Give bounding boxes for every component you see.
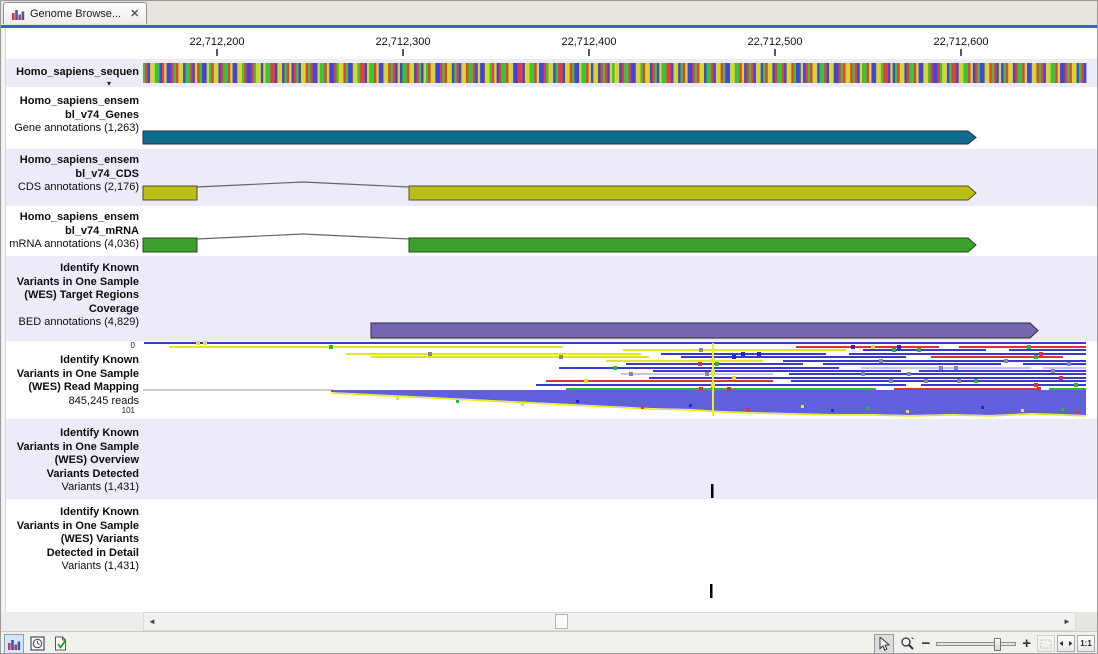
view-element-info-button[interactable] (50, 634, 70, 654)
zoom-slider[interactable] (936, 637, 1017, 651)
horizontal-scrollbar[interactable]: ◄ ► (143, 612, 1076, 631)
track-sublabel: 845,245 reads (68, 394, 139, 407)
dotted-selection-icon (1040, 639, 1052, 648)
svg-text:22,712,400: 22,712,400 (561, 36, 616, 48)
zoom-slider-thumb[interactable] (994, 637, 1002, 651)
scrollbar-left-gap (1, 612, 143, 631)
coverage-scale-min: 101 (121, 406, 135, 415)
track-label-variants-detail[interactable]: Identify Known Variants in One Sample (W… (6, 506, 139, 574)
tab-genome-browser[interactable]: Genome Browse... ✕ (3, 2, 148, 24)
svg-text:22,712,300: 22,712,300 (375, 36, 430, 48)
svg-text:22,712,500: 22,712,500 (747, 36, 802, 48)
track-sublabel: Variants (1,431) (61, 560, 139, 572)
track-sublabel: CDS annotations (2,176) (17, 181, 139, 193)
track-row-variants-overview: Identify Known Variants in One Sample (W… (6, 419, 1097, 499)
track-label-mrna[interactable]: Homo_sapiens_ensem bl_v74_mRNA mRNA anno… (6, 211, 139, 252)
track-label-genes[interactable]: Homo_sapiens_ensem bl_v74_Genes Gene ann… (6, 95, 139, 136)
ruler-row (6, 28, 1097, 59)
chevron-down-icon[interactable]: ▾ (106, 78, 111, 88)
zoom-100-button[interactable]: 1:1 (1077, 635, 1095, 652)
zoom-out-button[interactable]: − (921, 635, 931, 652)
track-sublabel: mRNA annotations (4,036) (9, 238, 139, 250)
history-clock-icon (29, 636, 45, 651)
genome-browser-icon (12, 9, 25, 20)
track-sublabel: Variants (1,431) (61, 481, 139, 493)
bottom-toolbar: − + 1:1 (1, 631, 1097, 654)
fit-selection-button (1037, 635, 1055, 652)
coverage-graph (143, 389, 1087, 417)
genome-browser-icon (8, 639, 21, 650)
annotation-features (142, 130, 1039, 339)
view-focus-line (1, 25, 1097, 28)
track-sublabel: BED annotations (4,829) (18, 316, 139, 328)
tab-close-icon[interactable]: ✕ (130, 8, 140, 20)
element-info-icon (54, 636, 66, 651)
view-history-button[interactable] (27, 634, 47, 654)
scroll-left-arrow-icon[interactable]: ◄ (148, 617, 156, 626)
sequence-bases (143, 63, 1087, 83)
scrollbar-thumb[interactable] (555, 614, 568, 629)
selection-tool-button[interactable] (874, 633, 895, 653)
tab-title: Genome Browse... (30, 7, 122, 20)
left-gutter (1, 28, 6, 612)
variant-ticks (710, 484, 714, 598)
track-label-cds[interactable]: Homo_sapiens_ensem bl_v74_CDS CDS annota… (6, 154, 139, 195)
ruler: 22,712,200 22,712,300 22,712,400 22,712,500… (189, 36, 989, 56)
magnifier-icon (901, 637, 914, 650)
track-sublabel: Gene annotations (1,263) (14, 122, 139, 134)
scrollbar-corner (1076, 612, 1097, 631)
view-genome-browser-button[interactable] (4, 633, 24, 653)
scroll-right-arrow-icon[interactable]: ► (1063, 617, 1071, 626)
track-label-variants-overview[interactable]: Identify Known Variants in One Sample (W… (6, 427, 139, 495)
reads (144, 341, 1086, 391)
zoom-tool-button[interactable] (897, 634, 917, 654)
zoom-controls: − + 1:1 (871, 633, 1095, 654)
track-row-variants-detail: Identify Known Variants in One Sample (W… (6, 499, 1097, 612)
svg-text:22,712,200: 22,712,200 (189, 36, 244, 48)
fit-width-button[interactable] (1057, 635, 1075, 652)
track-label-sequence[interactable]: Homo_sapiens_sequen ▾ (6, 66, 139, 88)
coverage-scale-max: 0 (130, 341, 135, 350)
cursor-arrow-icon (879, 636, 891, 651)
zoom-in-button[interactable]: + (1022, 635, 1031, 652)
track-label-read-mapping[interactable]: Identify Known Variants in One Sample (W… (6, 354, 139, 408)
svg-text:22,712,600: 22,712,600 (933, 36, 988, 48)
fit-width-icon (1059, 641, 1073, 646)
variant-highlight-line (712, 343, 714, 416)
track-label-target-regions[interactable]: Identify Known Variants in One Sample (W… (6, 262, 139, 330)
